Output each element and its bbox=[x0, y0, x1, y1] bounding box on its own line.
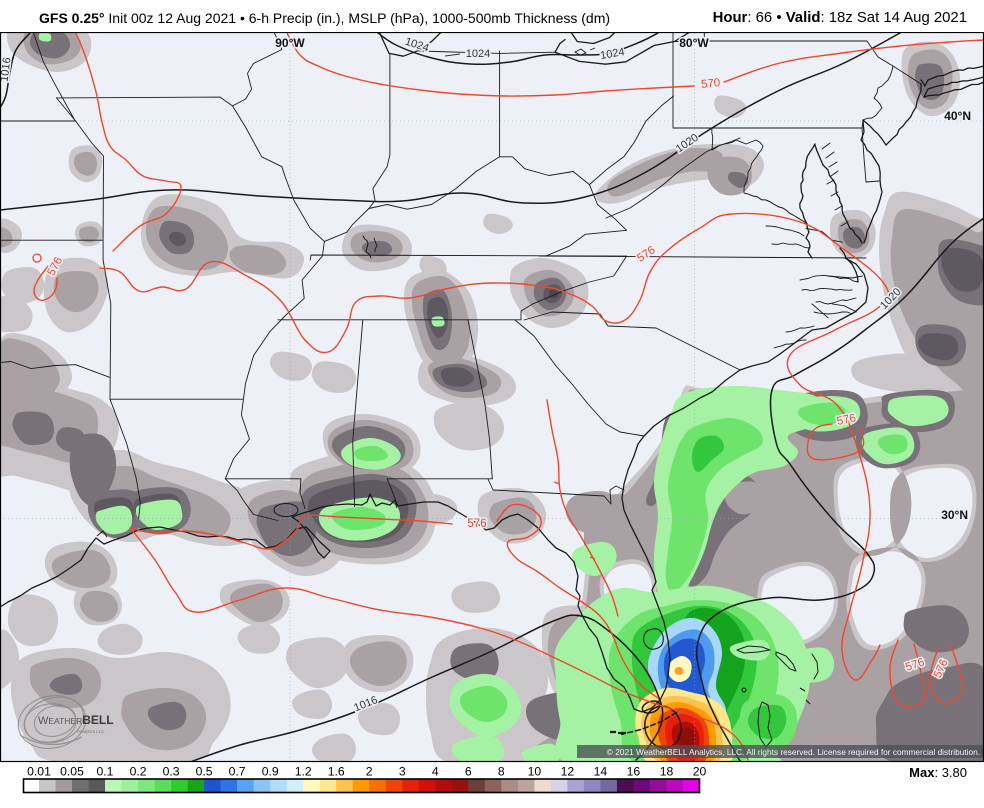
svg-text:90°W: 90°W bbox=[275, 36, 305, 50]
svg-text:12: 12 bbox=[561, 765, 575, 779]
svg-text:10: 10 bbox=[528, 765, 542, 779]
svg-text:20: 20 bbox=[693, 765, 707, 779]
svg-text:6: 6 bbox=[465, 765, 472, 779]
svg-text:80°W: 80°W bbox=[679, 36, 709, 50]
svg-text:80°W: 80°W bbox=[679, 36, 709, 50]
svg-text:18: 18 bbox=[660, 765, 674, 779]
svg-text:2: 2 bbox=[366, 765, 373, 779]
svg-text:1.2: 1.2 bbox=[295, 765, 312, 779]
svg-text:0.01: 0.01 bbox=[27, 765, 51, 779]
svg-text:1.6: 1.6 bbox=[328, 765, 345, 779]
svg-text:14: 14 bbox=[594, 765, 608, 779]
svg-text:570: 570 bbox=[701, 77, 721, 91]
svg-text:1024: 1024 bbox=[466, 48, 490, 60]
svg-text:0.7: 0.7 bbox=[229, 765, 246, 779]
svg-text:0.1: 0.1 bbox=[97, 765, 114, 779]
svg-text:40°N: 40°N bbox=[944, 109, 971, 123]
svg-text:40°N: 40°N bbox=[944, 109, 971, 123]
svg-text:576: 576 bbox=[467, 518, 486, 530]
svg-text:0.9: 0.9 bbox=[262, 765, 279, 779]
svg-text:4: 4 bbox=[432, 765, 439, 779]
svg-text:0.2: 0.2 bbox=[130, 765, 147, 779]
svg-text:Max: 3.80: Max: 3.80 bbox=[909, 765, 967, 780]
svg-text:16: 16 bbox=[627, 765, 641, 779]
svg-text:1024: 1024 bbox=[599, 46, 625, 62]
svg-text:WEATHERBELL: WEATHERBELL bbox=[38, 713, 114, 727]
svg-text:576: 576 bbox=[836, 412, 857, 428]
svg-text:30°N: 30°N bbox=[941, 508, 968, 522]
svg-text:0.5: 0.5 bbox=[196, 765, 213, 779]
svg-text:1024: 1024 bbox=[599, 46, 625, 62]
svg-text:570: 570 bbox=[701, 77, 721, 91]
svg-text:30°N: 30°N bbox=[941, 508, 968, 522]
svg-text:576: 576 bbox=[904, 656, 926, 673]
svg-text:3: 3 bbox=[399, 765, 406, 779]
svg-text:1016: 1016 bbox=[0, 57, 13, 83]
svg-text:0.05: 0.05 bbox=[60, 765, 84, 779]
svg-text:1024: 1024 bbox=[466, 48, 490, 60]
svg-text:0.3: 0.3 bbox=[163, 765, 180, 779]
svg-text:90°W: 90°W bbox=[275, 36, 305, 50]
svg-text:576: 576 bbox=[836, 412, 857, 428]
svg-text:576: 576 bbox=[467, 518, 486, 530]
svg-text:Analytics LLC: Analytics LLC bbox=[77, 729, 105, 734]
svg-text:8: 8 bbox=[498, 765, 505, 779]
svg-text:© 2021 WeatherBELL Analytics,: © 2021 WeatherBELL Analytics, LLC. All r… bbox=[607, 747, 980, 757]
